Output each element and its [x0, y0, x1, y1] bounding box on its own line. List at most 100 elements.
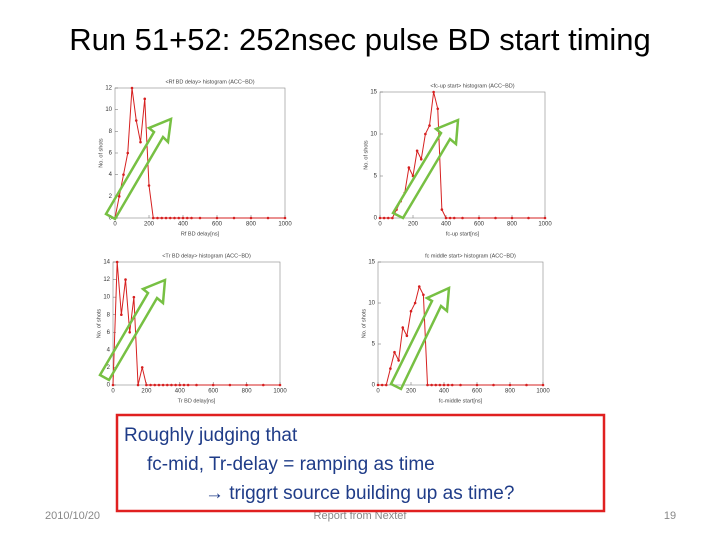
y-axis-label: No. of shots: [361, 309, 367, 339]
data-point: [461, 216, 464, 220]
data-point: [117, 195, 121, 198]
x-tick-label: 600: [208, 389, 219, 395]
y-tick-label: 10: [368, 301, 375, 307]
x-tick-label: 400: [441, 222, 452, 228]
data-point: [170, 383, 173, 387]
data-point: [145, 383, 148, 387]
data-point: [122, 173, 125, 176]
data-point: [430, 383, 433, 387]
data-point: [391, 216, 394, 220]
data-point: [426, 383, 429, 387]
data-point: [409, 309, 413, 313]
data-point: [186, 383, 190, 387]
data-point: [508, 383, 512, 387]
callout-box: [115, 413, 606, 513]
data-point: [115, 260, 119, 264]
y-axis-label: No. of shots: [96, 309, 102, 339]
callout-line: Roughly judging that: [124, 425, 298, 446]
x-tick-label: 400: [439, 389, 450, 395]
y-tick-label: 5: [372, 342, 376, 348]
data-point: [438, 383, 442, 387]
date: 2010/10/20: [45, 510, 100, 522]
data-point: [444, 216, 448, 220]
data-point: [139, 140, 142, 144]
x-tick-label: 800: [507, 222, 518, 228]
data-point: [215, 216, 219, 220]
data-point: [178, 383, 182, 387]
y-tick-label: 4: [107, 347, 111, 353]
y-tick-label: 0: [109, 216, 113, 222]
y-tick-label: 0: [372, 383, 376, 389]
y-tick-label: 14: [103, 260, 110, 266]
data-point: [156, 216, 159, 220]
x-tick-label: 0: [111, 389, 115, 395]
data-point: [132, 295, 136, 299]
x-tick-label: 1000: [278, 222, 292, 228]
data-point: [173, 216, 176, 220]
x-tick-label: 600: [212, 222, 223, 228]
chart-title: <Tr BD delay> histogram (ACC−BD): [162, 253, 251, 259]
data-point: [477, 216, 481, 220]
data-point: [436, 107, 440, 111]
y-tick-label: 15: [370, 90, 377, 96]
data-point: [249, 216, 253, 220]
x-tick-label: 200: [141, 389, 152, 395]
data-point: [134, 119, 138, 122]
x-tick-label: 1000: [273, 389, 287, 395]
data-point: [165, 383, 169, 387]
x-tick-label: 600: [474, 222, 485, 228]
y-tick-label: 2: [107, 365, 111, 371]
data-point: [140, 366, 144, 369]
x-tick-label: 0: [378, 222, 382, 228]
x-tick-label: 200: [406, 389, 417, 395]
x-axis-label: Tr BD delay[ns]: [178, 398, 216, 404]
data-point: [510, 216, 514, 220]
data-point: [397, 359, 400, 362]
data-point: [432, 90, 435, 94]
y-tick-label: 10: [103, 295, 110, 301]
y-tick-label: 10: [370, 132, 377, 138]
y-tick-label: 8: [109, 129, 113, 135]
data-point: [161, 383, 165, 387]
x-axis-label: Rf BD delay[ns]: [181, 231, 220, 237]
chart-title: fc middle start> histogram (ACC−BD): [425, 253, 516, 259]
y-tick-label: 4: [109, 172, 113, 178]
data-point: [136, 383, 140, 387]
data-point: [452, 216, 456, 220]
data-point: [278, 383, 282, 387]
data-point: [198, 216, 202, 220]
green-arrow: [98, 278, 167, 382]
slide-title: Run 51+52: 252nsec pulse BD start timing: [69, 22, 651, 57]
y-axis-label: No. of shots: [363, 140, 369, 170]
x-tick-label: 400: [175, 389, 186, 395]
data-point: [424, 132, 427, 136]
plot-frame: [112, 261, 281, 386]
x-tick-label: 200: [144, 222, 155, 228]
x-axis-label: fc-middle start[ns]: [439, 398, 483, 404]
y-tick-label: 12: [103, 277, 110, 283]
data-point: [120, 313, 123, 317]
data-point: [190, 216, 193, 220]
data-point: [182, 383, 186, 387]
data-point: [407, 166, 411, 169]
plot-frame: [379, 91, 546, 219]
data-point: [422, 293, 425, 297]
data-point: [401, 326, 405, 329]
x-tick-label: 800: [242, 389, 253, 395]
data-point: [527, 216, 530, 220]
x-tick-label: 400: [178, 222, 189, 228]
chart-title: <Rf BD delay> histogram (ACC−BD): [165, 79, 254, 85]
data-point: [380, 383, 384, 387]
green-arrow: [389, 285, 451, 391]
x-tick-label: 1000: [538, 222, 552, 228]
data-point: [417, 285, 421, 288]
x-tick-label: 800: [505, 389, 516, 395]
x-tick-label: 800: [246, 222, 257, 228]
y-tick-label: 8: [107, 312, 111, 318]
y-tick-label: 12: [105, 86, 112, 92]
chart-title: <fc-up start> histogram (ACC−BD): [430, 83, 514, 89]
data-point: [541, 383, 545, 387]
data-point: [415, 149, 419, 153]
data-point: [211, 383, 215, 387]
data-point: [440, 208, 444, 211]
